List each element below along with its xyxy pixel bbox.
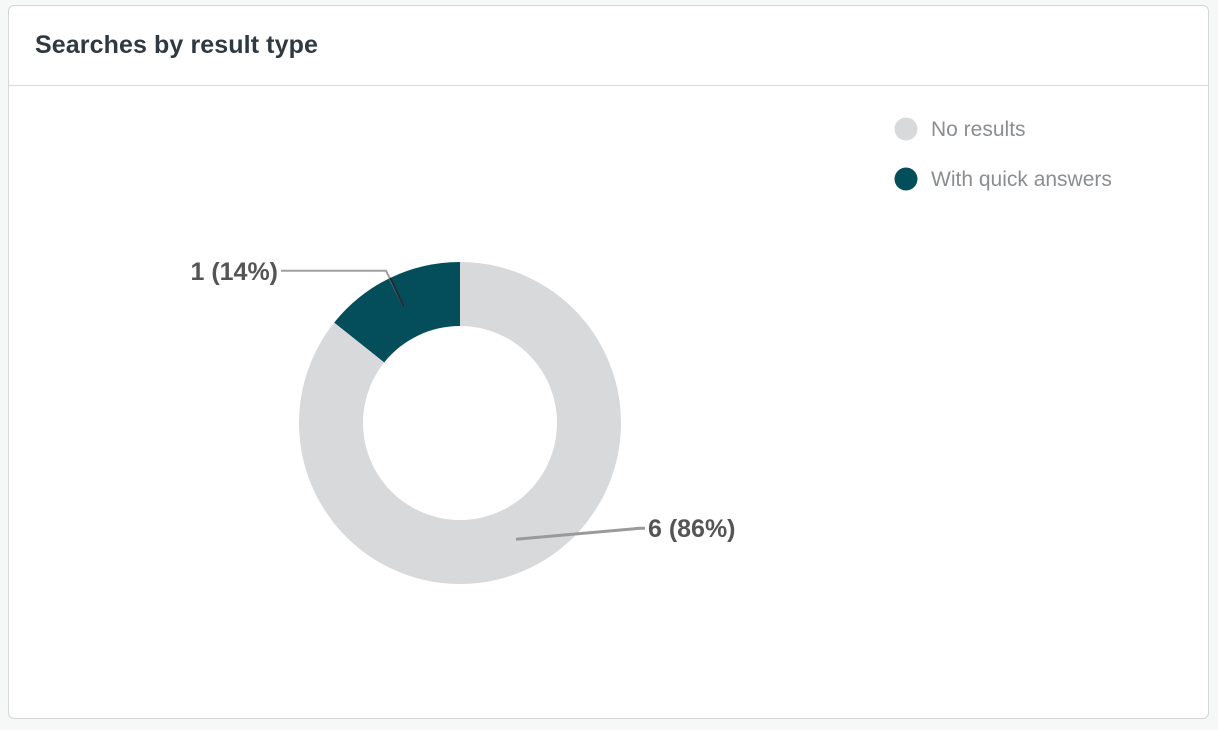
legend-marker[interactable] [894,117,918,141]
leader-line [515,526,645,541]
data-label: 1 (14%) [190,258,278,286]
data-labels-group: 1 (14%) 6 (86%) [190,258,735,543]
chart-area: 1 (14%) 6 (86%) No results With quick answ… [9,86,1208,718]
donut-chart: 1 (14%) 6 (86%) No results With quick answ… [190,117,1112,584]
card-header: Searches by result type [9,6,1208,86]
donut-slice-no-results[interactable] [299,262,621,584]
legend-label[interactable]: No results [931,118,1026,141]
legend: No results With quick answers [894,117,1112,191]
data-label: 6 (86%) [648,515,736,543]
chart-card: Searches by result type 1 (14%) 6 (86%) N… [8,5,1209,719]
slices-group [299,262,621,584]
leader-line-inner [389,277,405,308]
legend-label[interactable]: With quick answers [931,168,1112,191]
legend-marker[interactable] [894,167,918,191]
donut-slice-with-quick-answers[interactable] [334,262,460,363]
card-title: Searches by result type [35,31,318,59]
leader-lines-group [281,269,645,541]
